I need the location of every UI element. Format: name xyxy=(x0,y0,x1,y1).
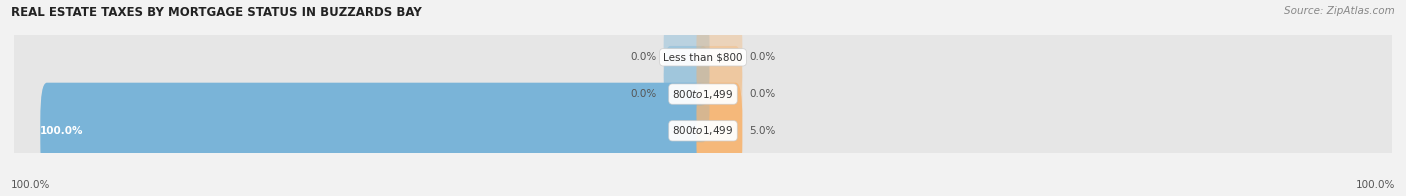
FancyBboxPatch shape xyxy=(696,83,742,179)
Text: 0.0%: 0.0% xyxy=(631,89,657,99)
Text: $800 to $1,499: $800 to $1,499 xyxy=(672,124,734,137)
FancyBboxPatch shape xyxy=(4,0,1402,164)
Text: 100.0%: 100.0% xyxy=(11,180,51,190)
FancyBboxPatch shape xyxy=(696,46,742,142)
Text: 100.0%: 100.0% xyxy=(1355,180,1395,190)
Text: $800 to $1,499: $800 to $1,499 xyxy=(672,88,734,101)
FancyBboxPatch shape xyxy=(664,9,710,105)
Text: 0.0%: 0.0% xyxy=(631,52,657,62)
Text: Less than $800: Less than $800 xyxy=(664,52,742,62)
Text: REAL ESTATE TAXES BY MORTGAGE STATUS IN BUZZARDS BAY: REAL ESTATE TAXES BY MORTGAGE STATUS IN … xyxy=(11,6,422,19)
Text: Source: ZipAtlas.com: Source: ZipAtlas.com xyxy=(1284,6,1395,16)
FancyBboxPatch shape xyxy=(4,0,1402,196)
FancyBboxPatch shape xyxy=(664,46,710,142)
FancyBboxPatch shape xyxy=(696,9,742,105)
FancyBboxPatch shape xyxy=(41,83,710,179)
FancyBboxPatch shape xyxy=(4,24,1402,196)
Text: 5.0%: 5.0% xyxy=(749,126,775,136)
Text: 0.0%: 0.0% xyxy=(749,52,775,62)
Text: 100.0%: 100.0% xyxy=(41,126,84,136)
Text: 0.0%: 0.0% xyxy=(749,89,775,99)
